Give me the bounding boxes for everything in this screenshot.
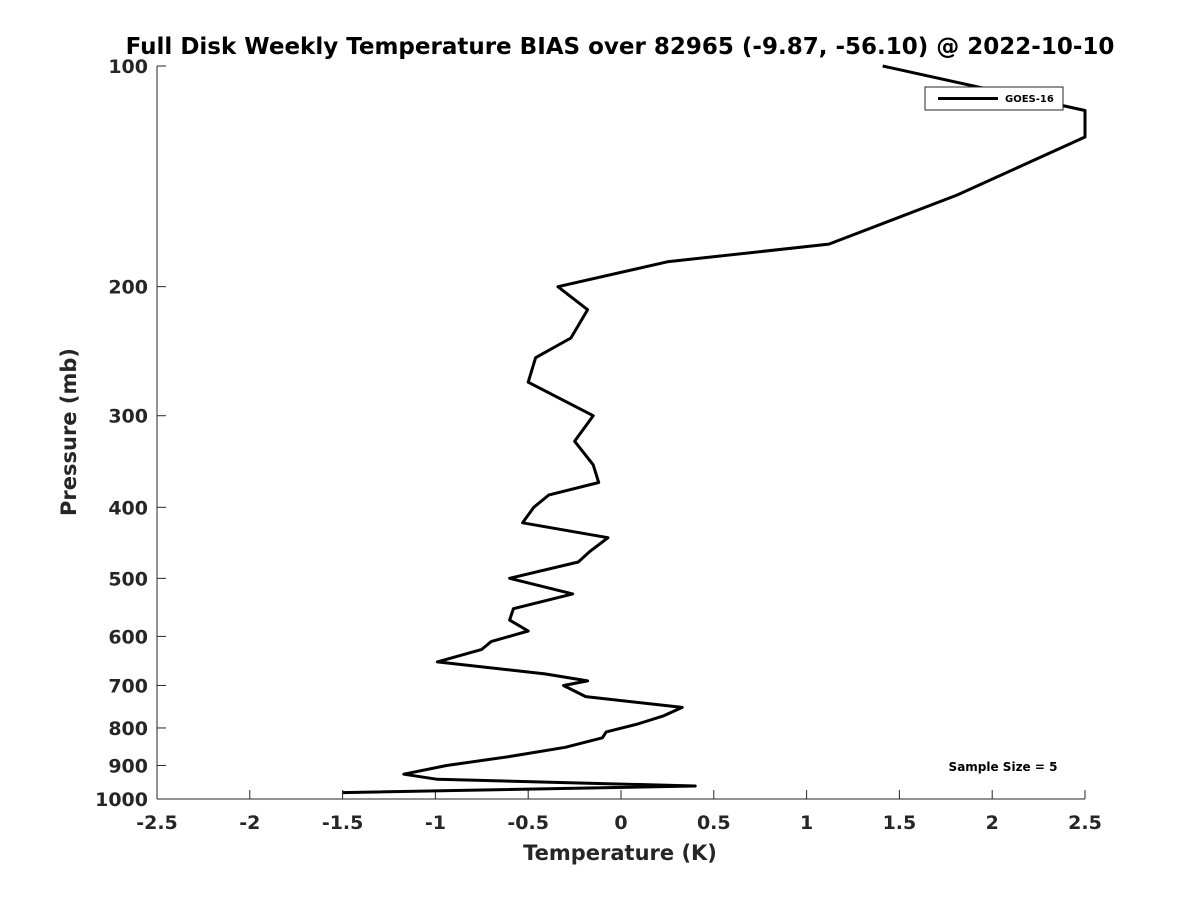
y-tick-label: 600 bbox=[108, 626, 148, 648]
legend-label-goes-16: GOES-16 bbox=[1005, 94, 1054, 105]
x-tick-label: -2 bbox=[239, 812, 260, 834]
x-tick-label: 1 bbox=[800, 812, 813, 834]
series-layer bbox=[342, 64, 1087, 795]
x-tick-label: -1 bbox=[425, 812, 446, 834]
y-tick-label: 1000 bbox=[95, 789, 148, 811]
y-tick-label: 200 bbox=[108, 277, 148, 299]
y-tick-label: 900 bbox=[108, 755, 148, 777]
y-tick-label: 400 bbox=[108, 497, 148, 519]
axes: -2.5 -2 -1.5 -1 -0.5 0 0.5 1 1.5 2 2.5 100 200 300 400… bbox=[95, 56, 1102, 834]
x-tick-label: -1.5 bbox=[322, 812, 364, 834]
chart-title: Full Disk Weekly Temperature BIAS over 8… bbox=[126, 34, 1115, 60]
legend: GOES-16 bbox=[924, 86, 1064, 111]
x-tick-label: 1.5 bbox=[883, 812, 917, 834]
series-line-goes-16 bbox=[342, 64, 1087, 795]
x-tick-label: -0.5 bbox=[507, 812, 549, 834]
x-axis-label: Temperature (K) bbox=[523, 841, 717, 865]
x-tick-label: -2.5 bbox=[136, 812, 178, 834]
y-tick-label: 500 bbox=[108, 568, 148, 590]
y-tick-label: 300 bbox=[108, 406, 148, 428]
y-tick-label: 800 bbox=[108, 718, 148, 740]
y-tick-label: 700 bbox=[108, 675, 148, 697]
sample-size-annotation: Sample Size = 5 bbox=[949, 760, 1058, 774]
x-tick-label: 2 bbox=[986, 812, 999, 834]
y-tick-label: 100 bbox=[108, 56, 148, 78]
x-tick-label: 0 bbox=[614, 812, 627, 834]
x-tick-label: 2.5 bbox=[1068, 812, 1102, 834]
y-axis-label: Pressure (mb) bbox=[57, 348, 81, 516]
x-tick-label: 0.5 bbox=[697, 812, 731, 834]
